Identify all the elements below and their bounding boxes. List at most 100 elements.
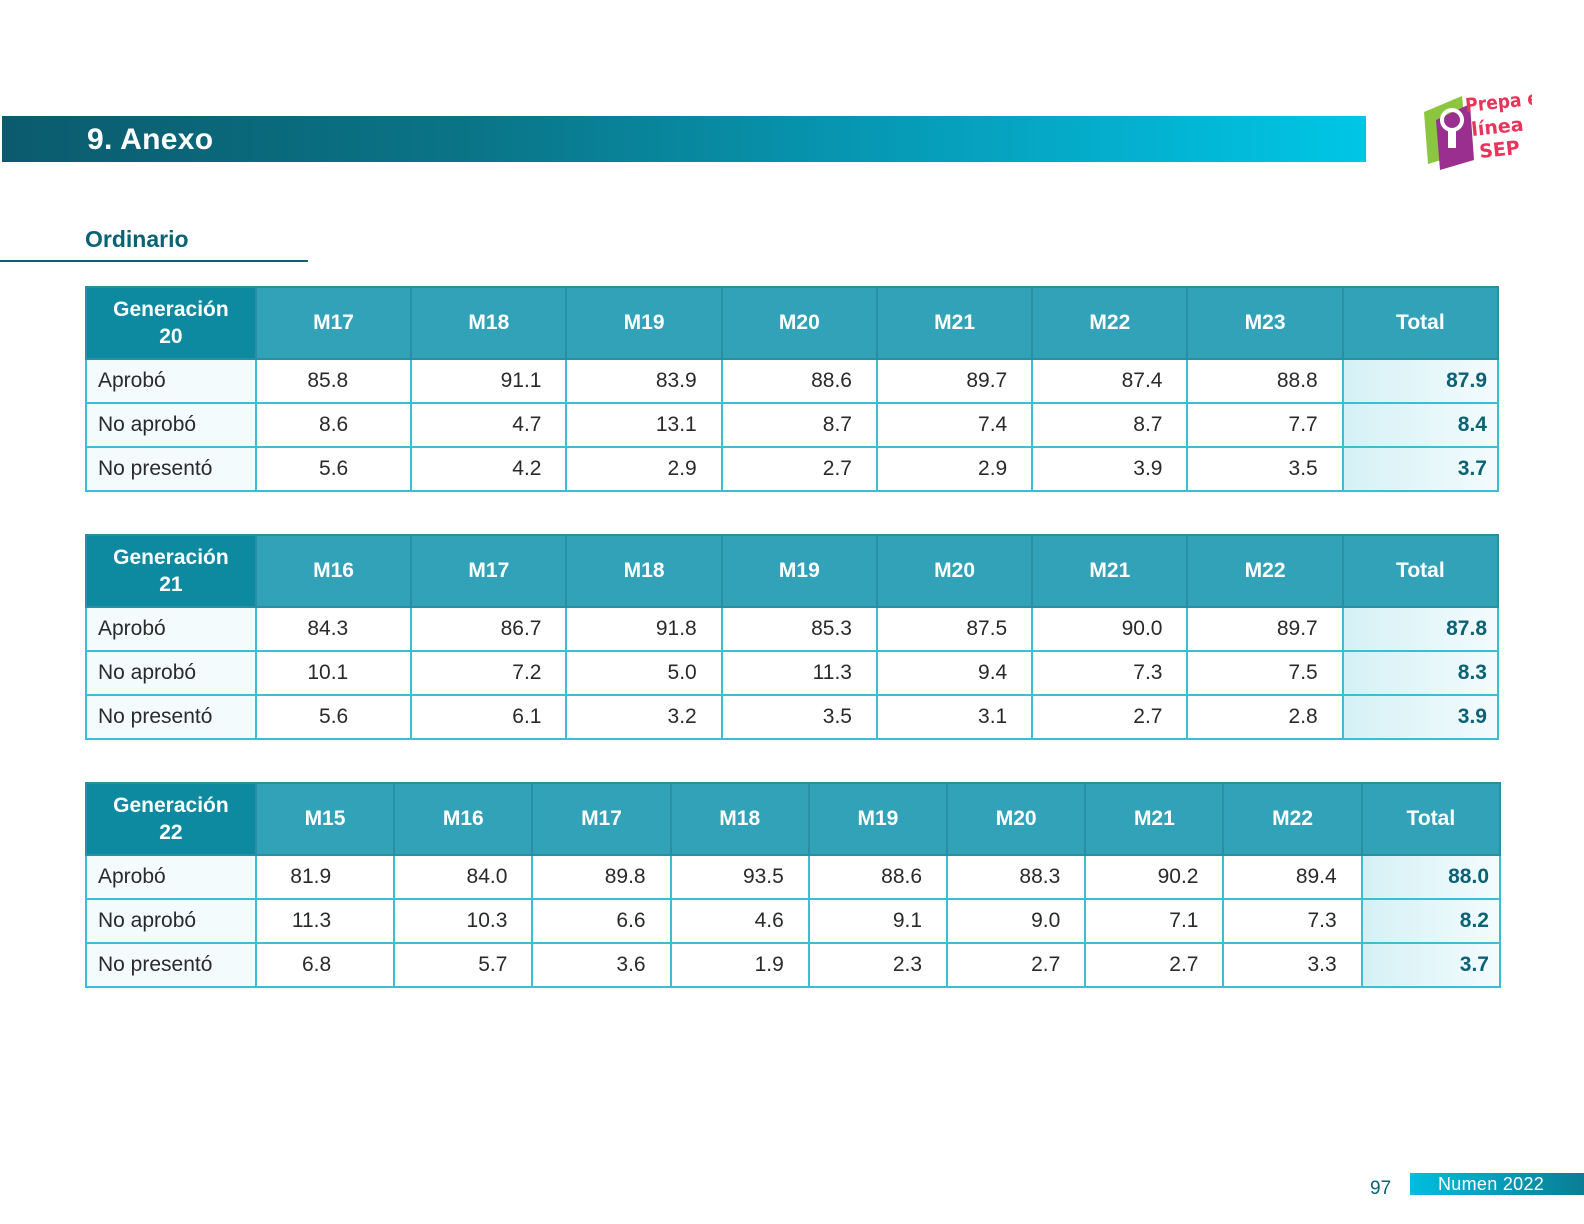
row-label: No aprobó	[85, 402, 257, 448]
table-row: No aprobó 11.3 10.3 6.6 4.6 9.1 9.0 7.1 7.3 8.2	[85, 898, 1502, 944]
table-cell: 89.7	[1186, 606, 1344, 652]
table-cell: 3.2	[565, 694, 723, 740]
table-cell: 7.1	[1084, 898, 1225, 944]
total-cell: 8.4	[1341, 402, 1500, 448]
generation-header-number: 21	[159, 573, 183, 596]
table-cell: 89.4	[1222, 854, 1363, 900]
table-cell: 5.6	[254, 694, 413, 740]
table-cell: 91.8	[565, 606, 723, 652]
table-cell: 3.5	[1186, 446, 1344, 492]
column-header: M22	[1031, 286, 1189, 360]
generation-header-word: Generación	[113, 794, 229, 817]
table-cell: 85.8	[254, 358, 413, 404]
table-cell: 87.4	[1031, 358, 1189, 404]
table-row: Aprobó 84.3 86.7 91.8 85.3 87.5 90.0 89.7 87.8	[85, 606, 1500, 652]
footer-band: Numen 2022	[1410, 1173, 1584, 1195]
table-cell: 4.2	[410, 446, 568, 492]
total-cell: 8.2	[1360, 898, 1502, 944]
subtitle: Ordinario	[85, 226, 189, 252]
total-cell: 8.3	[1341, 650, 1500, 696]
column-header: M17	[254, 286, 413, 360]
table-cell: 2.7	[1031, 694, 1189, 740]
table-cell: 2.9	[875, 446, 1034, 492]
generation-header-word: Generación	[113, 298, 229, 321]
table-cell: 90.2	[1084, 854, 1225, 900]
table-cell: 7.7	[1186, 402, 1344, 448]
row-label: Aprobó	[85, 854, 257, 900]
table-row: No aprobó 10.1 7.2 5.0 11.3 9.4 7.3 7.5 8.3	[85, 650, 1500, 696]
table-cell: 6.6	[531, 898, 672, 944]
table-cell: 88.8	[1186, 358, 1344, 404]
column-header: M20	[946, 782, 1087, 856]
table-cell: 88.6	[720, 358, 878, 404]
table-generation-22: Generación 22 M15 M16 M17 M18 M19 M20 M21 M22 Tota…	[85, 782, 1502, 988]
table-cell: 2.7	[1084, 942, 1225, 988]
column-header: M21	[1084, 782, 1225, 856]
table-cell: 8.6	[254, 402, 413, 448]
table-cell: 85.3	[720, 606, 878, 652]
table-cell: 84.3	[254, 606, 413, 652]
column-header: M17	[531, 782, 672, 856]
table-cell: 7.4	[875, 402, 1034, 448]
column-header: M16	[254, 534, 413, 608]
row-label: No aprobó	[85, 898, 257, 944]
row-label: No presentó	[85, 694, 257, 740]
column-header: M16	[393, 782, 534, 856]
row-label: No aprobó	[85, 650, 257, 696]
table-cell: 8.7	[720, 402, 878, 448]
table-cell: 6.1	[410, 694, 568, 740]
table-row: No presentó 6.8 5.7 3.6 1.9 2.3 2.7 2.7 3.3 3.7	[85, 942, 1502, 988]
header-row: Generación 21 M16 M17 M18 M19 M20 M21 M22 Total	[85, 534, 1500, 608]
generation-header-number: 22	[159, 821, 183, 844]
table-cell: 8.7	[1031, 402, 1189, 448]
generation-header: Generación 21	[85, 534, 257, 608]
column-header: M19	[807, 782, 949, 856]
column-header: M22	[1186, 534, 1344, 608]
table-cell: 5.7	[393, 942, 534, 988]
table-cell: 1.9	[669, 942, 810, 988]
table-cell: 4.6	[669, 898, 810, 944]
column-header: M15	[254, 782, 396, 856]
generation-header-number: 20	[159, 325, 183, 348]
column-header: M19	[720, 534, 878, 608]
column-header: M22	[1222, 782, 1363, 856]
table-cell: 2.8	[1186, 694, 1344, 740]
page-number: 97	[1370, 1178, 1392, 1199]
table-cell: 90.0	[1031, 606, 1189, 652]
table-cell: 86.7	[410, 606, 568, 652]
table-cell: 9.0	[946, 898, 1087, 944]
row-label: Aprobó	[85, 606, 257, 652]
table-cell: 2.7	[720, 446, 878, 492]
row-label: No presentó	[85, 942, 257, 988]
total-column-header: Total	[1360, 782, 1502, 856]
table-cell: 93.5	[669, 854, 810, 900]
publication-name: Numen 2022	[1438, 1174, 1545, 1194]
table-row: Aprobó 81.9 84.0 89.8 93.5 88.6 88.3 90.2 89.4 88…	[85, 854, 1502, 900]
column-header: M21	[875, 286, 1034, 360]
table-cell: 2.9	[565, 446, 723, 492]
column-header: M19	[565, 286, 723, 360]
table-cell: 6.8	[254, 942, 396, 988]
table-cell: 84.0	[393, 854, 534, 900]
row-label: No presentó	[85, 446, 257, 492]
table-cell: 9.4	[875, 650, 1034, 696]
svg-text:línea: línea	[1470, 114, 1524, 141]
table-cell: 81.9	[254, 854, 396, 900]
total-column-header: Total	[1341, 286, 1500, 360]
total-column-header: Total	[1341, 534, 1500, 608]
column-header: M18	[565, 534, 723, 608]
table-cell: 3.9	[1031, 446, 1189, 492]
section-banner: 9. Anexo	[2, 116, 1366, 162]
table-row: No aprobó 8.6 4.7 13.1 8.7 7.4 8.7 7.7 8.4	[85, 402, 1500, 448]
total-cell: 3.7	[1341, 446, 1500, 492]
table-generation-20: Generación 20 M17 M18 M19 M20 M21 M22 M23 Total Ap…	[85, 286, 1500, 492]
header-row: Generación 20 M17 M18 M19 M20 M21 M22 M23 Total	[85, 286, 1500, 360]
section-title: 9. Anexo	[87, 123, 214, 156]
column-header: M20	[875, 534, 1034, 608]
table-row: No presentó 5.6 6.1 3.2 3.5 3.1 2.7 2.8 3.9	[85, 694, 1500, 740]
total-cell: 88.0	[1360, 854, 1502, 900]
total-cell: 87.8	[1341, 606, 1500, 652]
table-cell: 5.6	[254, 446, 413, 492]
table-cell: 88.6	[807, 854, 949, 900]
table-cell: 13.1	[565, 402, 723, 448]
